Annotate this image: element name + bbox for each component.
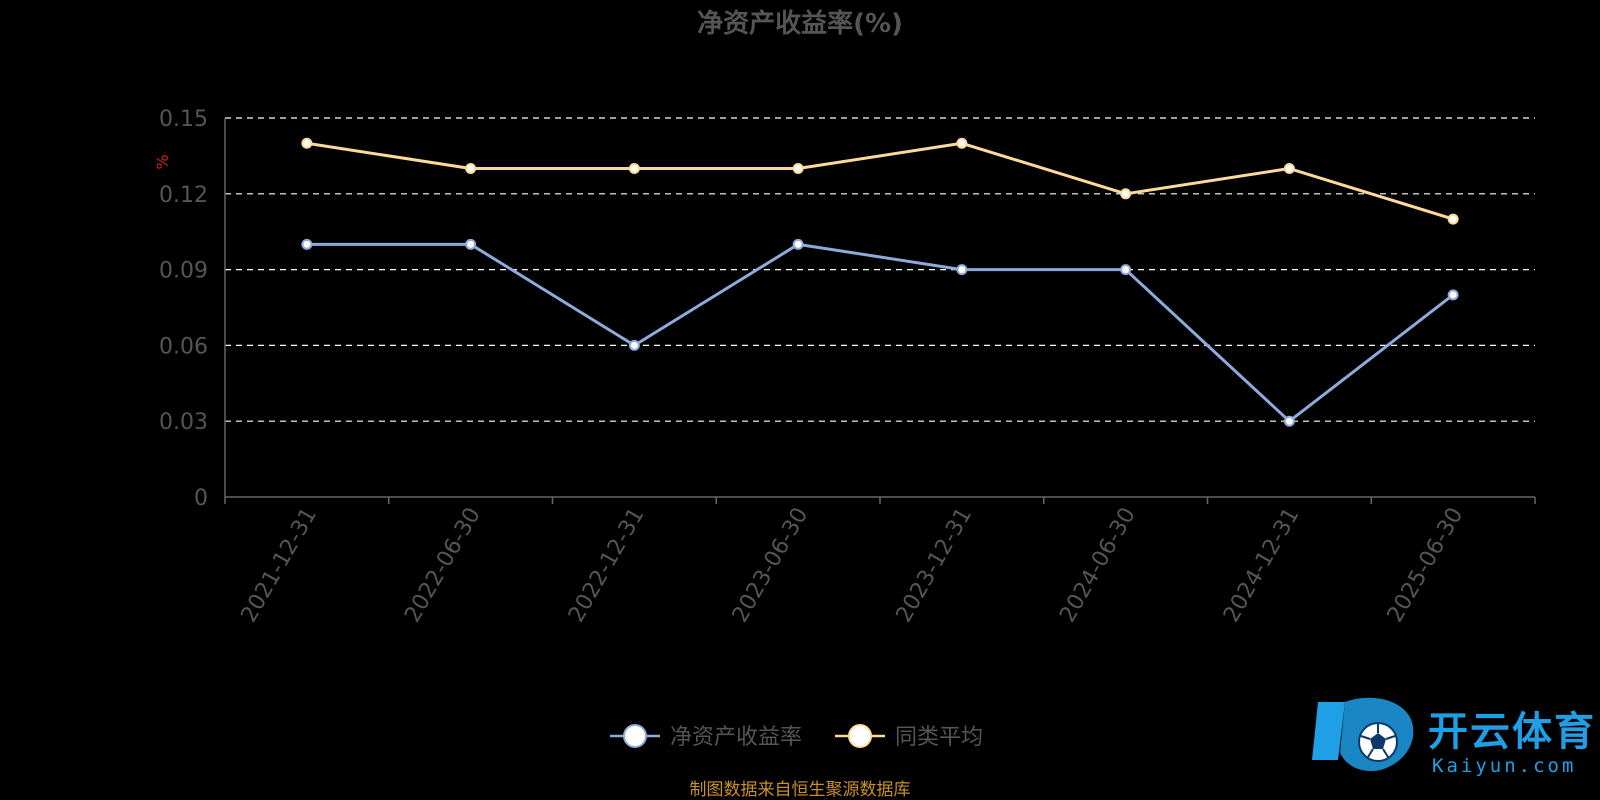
watermark-brand-text: 开云体育 [1428, 709, 1596, 755]
x-tick-label: 2022-06-30 [400, 504, 486, 627]
x-tick-label: 2023-06-30 [728, 504, 814, 627]
y-tick-label: 0.06 [159, 334, 208, 359]
data-point[interactable] [628, 339, 640, 351]
legend-item-roe[interactable]: 净资产收益率 [610, 724, 802, 750]
legend-peer-marker [848, 724, 872, 748]
watermark: 开云体育 Kaiyun.com [1312, 697, 1596, 777]
data-point[interactable] [465, 163, 477, 175]
x-tick-label: 2025-06-30 [1383, 504, 1469, 627]
x-tick-label: 2024-12-31 [1219, 504, 1305, 627]
y-tick-label: 0.15 [159, 107, 208, 132]
data-point[interactable] [1283, 415, 1295, 427]
data-point[interactable] [1120, 264, 1132, 276]
data-point[interactable] [956, 137, 968, 149]
legend-peer-label: 同类平均 [895, 725, 983, 750]
data-point[interactable] [1283, 163, 1295, 175]
data-point[interactable] [301, 238, 313, 250]
legend-roe-marker [623, 724, 647, 748]
y-tick-label: 0 [194, 486, 208, 511]
data-source-note: 制图数据来自恒生聚源数据库 [690, 780, 911, 800]
chart-title: 净资产收益率(%) [697, 8, 903, 39]
data-point[interactable] [792, 238, 804, 250]
legend: 净资产收益率 同类平均 [610, 724, 983, 750]
axes [224, 118, 1536, 504]
grid-lines [225, 117, 1535, 422]
y-axis-unit-label: % [153, 154, 172, 169]
y-tick-label: 0.03 [159, 410, 208, 435]
data-point[interactable] [1120, 188, 1132, 200]
series-lines [301, 137, 1459, 427]
legend-roe-label: 净资产收益率 [670, 725, 802, 750]
legend-item-peer-avg[interactable]: 同类平均 [835, 724, 983, 750]
data-point[interactable] [792, 163, 804, 175]
x-tick-label: 2024-06-30 [1055, 504, 1141, 627]
x-tick-label: 2021-12-31 [236, 504, 322, 627]
x-tick-label: 2022-12-31 [564, 504, 650, 627]
data-point[interactable] [465, 238, 477, 250]
y-tick-label: 0.12 [159, 183, 208, 208]
data-point[interactable] [628, 163, 640, 175]
x-tick-labels: 2021-12-31 2022-06-30 2022-12-31 2023-06-30… [236, 504, 1468, 627]
series-line-1 [306, 141, 1454, 221]
y-tick-labels: 0 0.03 0.06 0.09 0.12 0.15 [159, 107, 208, 511]
data-point[interactable] [1447, 213, 1459, 225]
x-tick-label: 2023-12-31 [891, 504, 977, 627]
data-point[interactable] [1447, 289, 1459, 301]
data-point[interactable] [301, 137, 313, 149]
series-line-0 [306, 242, 1455, 423]
y-tick-label: 0.09 [159, 259, 208, 284]
data-point[interactable] [956, 264, 968, 276]
soccer-ball-logo-icon [1312, 697, 1414, 772]
watermark-domain-text: Kaiyun.com [1432, 755, 1576, 777]
